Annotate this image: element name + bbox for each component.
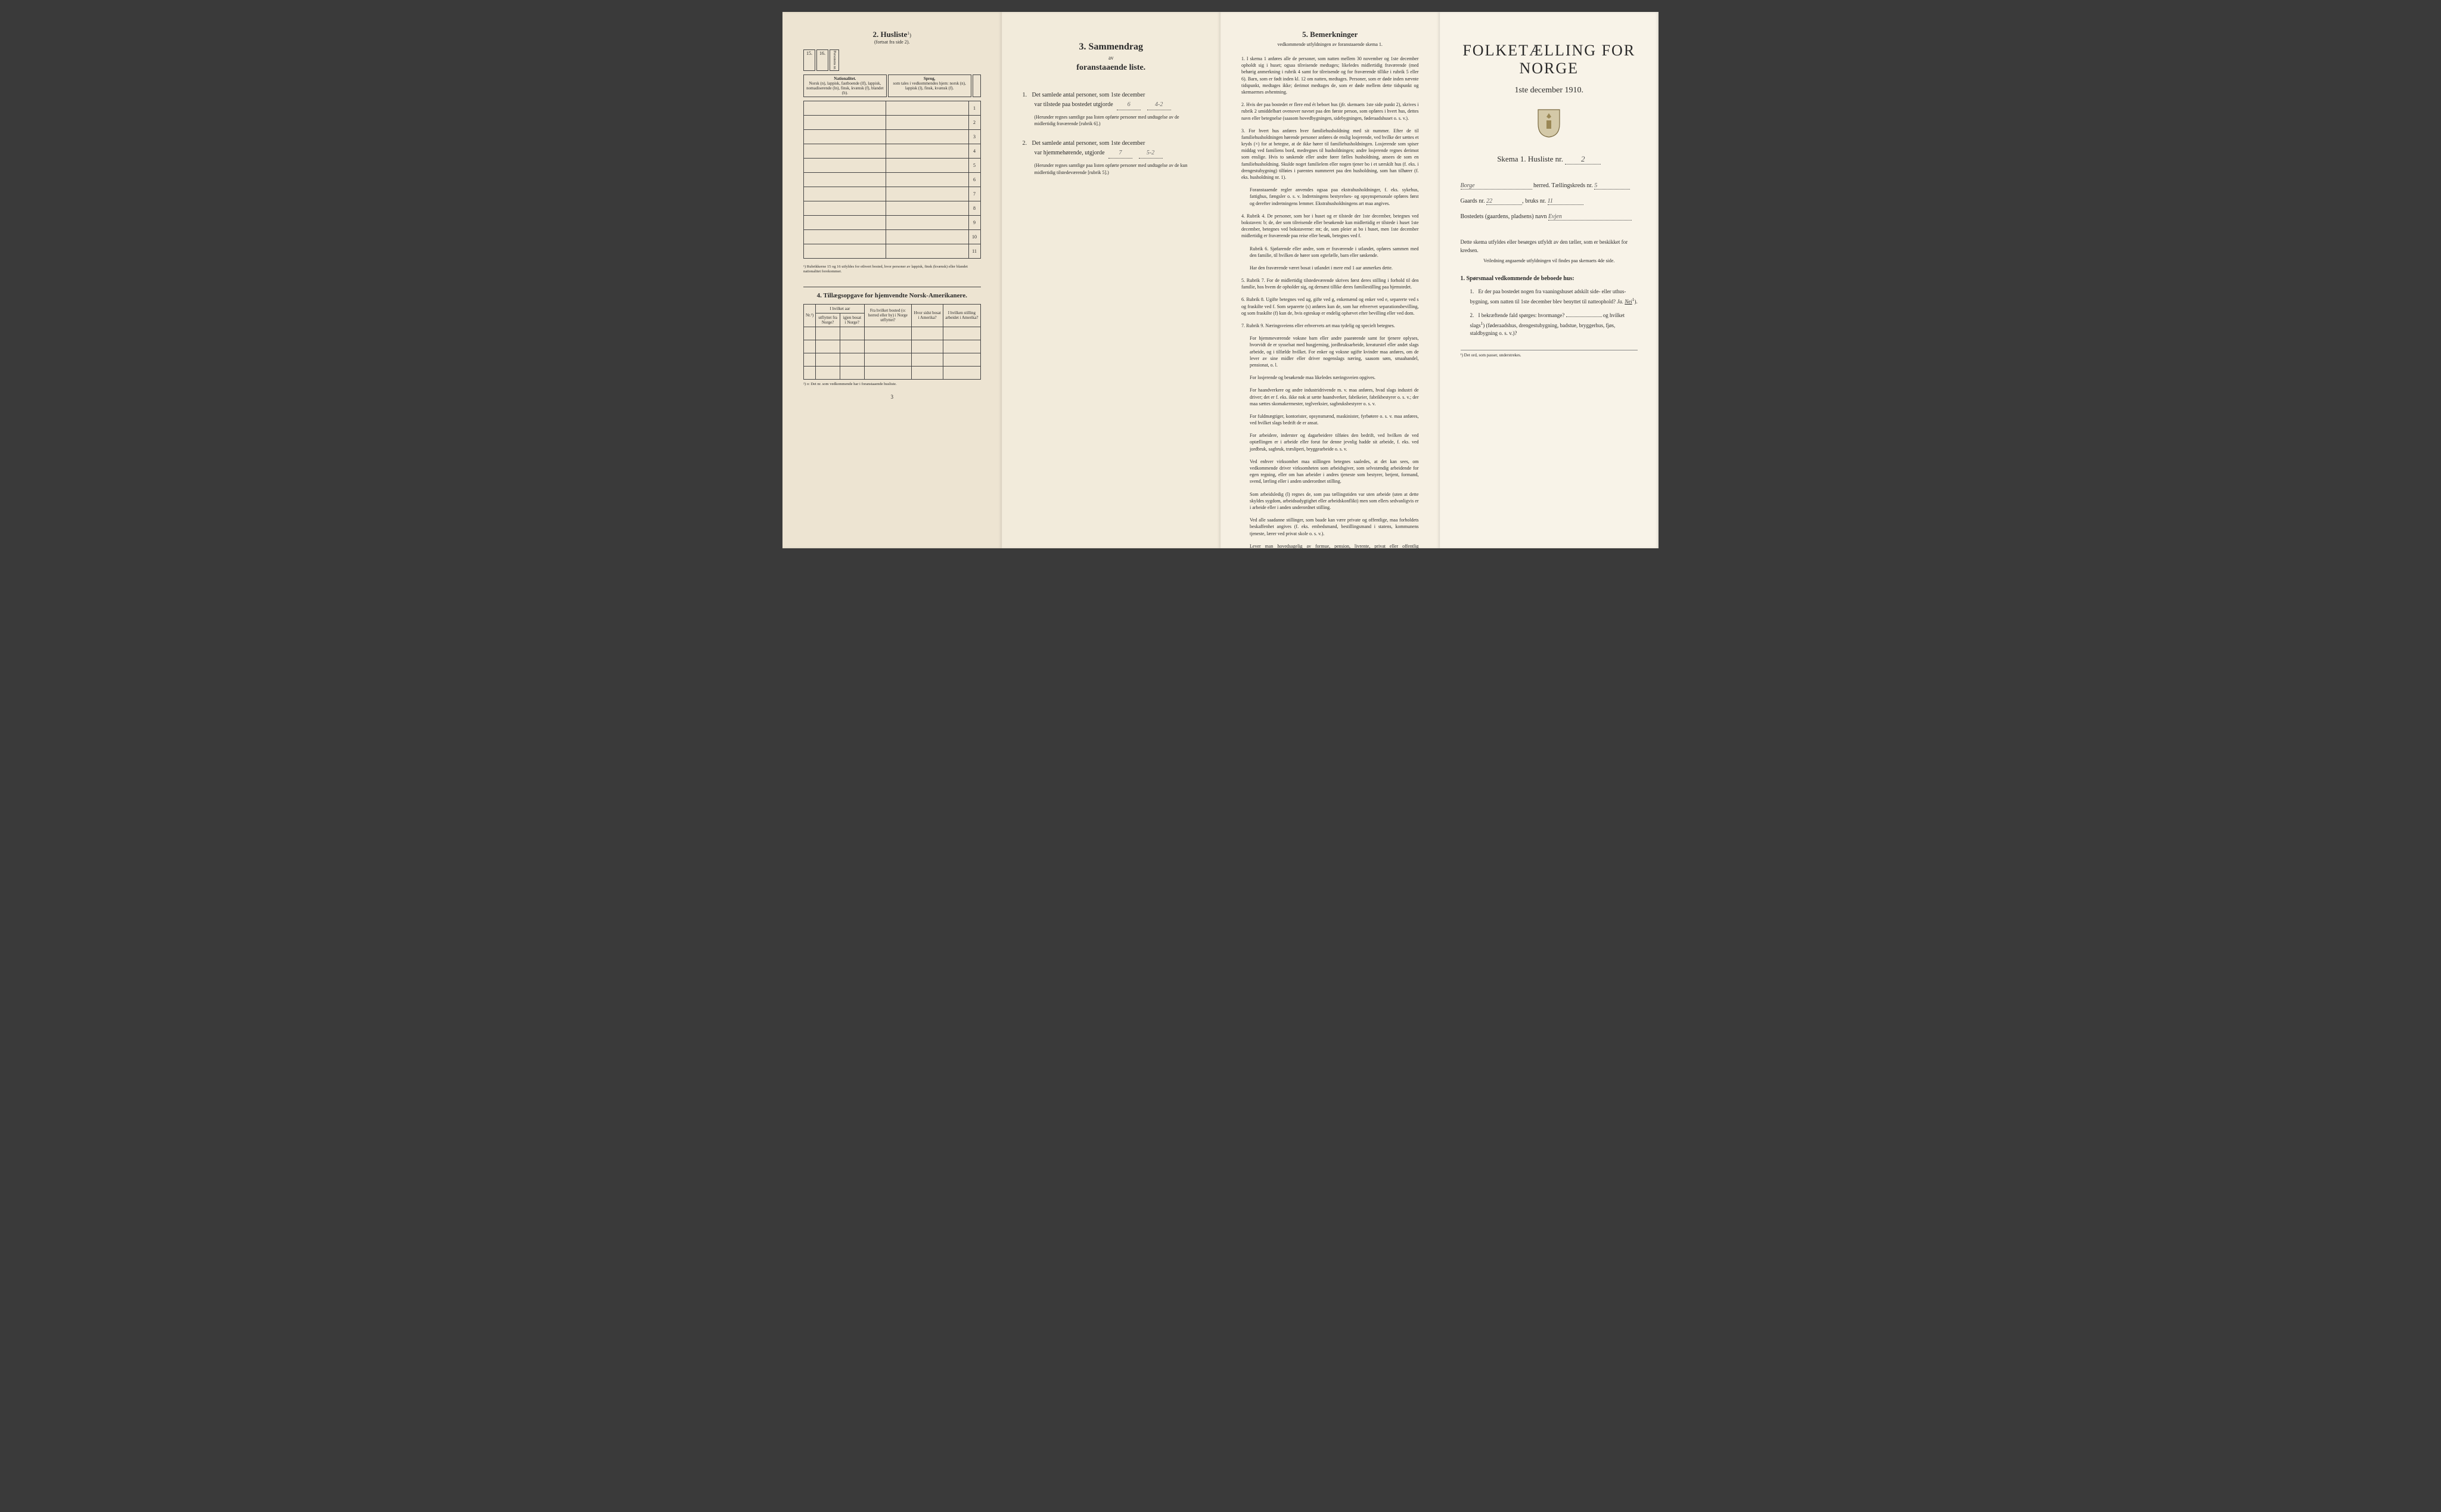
section2-title: 2. Husliste <box>872 30 907 39</box>
bemerkninger-item: Rubrik 6. Sjøfarende eller andre, som er… <box>1250 246 1419 259</box>
question-2: 2.I bekræftende fald spørges: hvormange?… <box>1470 312 1638 338</box>
footnote-1: ¹) Rubrikkerne 15 og 16 utfyldes for eth… <box>803 265 981 275</box>
footnote: ¹) Det ord, som passer, understrekes. <box>1461 350 1638 358</box>
bemerkninger-item: Har den fraværende været bosat i utlande… <box>1250 265 1419 271</box>
bemerkninger-item: 3. For hvert hus anføres hver familiehus… <box>1241 128 1419 181</box>
bemerkninger-item: Som arbeidsledig (l) regnes de, som paa … <box>1250 491 1419 511</box>
document-spread: 2. Husliste1) (fortsat fra side 2). 15. … <box>782 12 1659 548</box>
page-3: 5. Bemerkninger vedkommende utfyldningen… <box>1220 12 1440 548</box>
section2-cont: (fortsat fra side 2). <box>803 39 981 45</box>
gaards-nr: 22 <box>1486 198 1522 205</box>
question-heading: 1. Spørsmaal vedkommende de beboede hus: <box>1461 275 1638 282</box>
bemerkninger-item: For losjerende og besøkende maa likelede… <box>1250 374 1419 381</box>
coat-of-arms-icon <box>1461 107 1638 144</box>
sammendrag-title: 3. Sammendrag <box>1023 42 1200 52</box>
bemerkninger-item: For haandverkere og andre industridriven… <box>1250 387 1419 407</box>
bruks-nr: 11 <box>1548 198 1583 205</box>
instructions: Dette skema utfyldes eller besørges utfy… <box>1461 238 1638 254</box>
main-title: FOLKETÆLLING FOR NORGE <box>1461 42 1638 77</box>
husliste-table: 1 2 3 4 5 6 7 8 9 10 11 <box>803 101 981 259</box>
herred-value: Borge <box>1461 182 1532 190</box>
bemerkninger-item: 5. Rubrik 7. For de midlertidig tilstede… <box>1241 277 1419 290</box>
bemerkninger-item: 2. Hvis der paa bostedet er flere end ét… <box>1241 101 1419 122</box>
page-number: 3 <box>803 394 981 400</box>
skema-line: Skema 1. Husliste nr. 2 <box>1461 154 1638 164</box>
page-2: 3. Sammendrag av foranstaaende liste. 1.… <box>1002 12 1221 548</box>
census-date: 1ste december 1910. <box>1461 86 1638 95</box>
bemerkninger-title: 5. Bemerkninger <box>1241 30 1419 39</box>
footnote-2: ²) o: Det nr. som vedkommende har i fora… <box>803 382 981 387</box>
bemerkninger-item: 7. Rubrik 9. Næringsveiens eller erhverv… <box>1241 322 1419 329</box>
tilstede-value: 6 <box>1117 100 1141 110</box>
bemerkninger-item: 4. Rubrik 4. De personer, som bor i huse… <box>1241 213 1419 240</box>
answer-nei: Nei <box>1625 299 1632 305</box>
bemerkninger-item: For fuldmægtiger, kontorister, opsynsmæn… <box>1250 413 1419 426</box>
bemerkninger-item: For arbeidere, inderster og dagarbeidere… <box>1250 432 1419 452</box>
bemerkninger-item: Ved enhver virksomhet maa stillingen bet… <box>1250 458 1419 485</box>
bemerkninger-item: Foranstaaende regler anvendes ogsaa paa … <box>1250 187 1419 207</box>
question-1: 1.Er der paa bostedet nogen fra vaanings… <box>1470 288 1638 306</box>
bosted-navn: Evjen <box>1548 213 1632 221</box>
husliste-nr: 2 <box>1565 154 1601 164</box>
bemerkninger-item: Ved alle saadanne stillinger, som baade … <box>1250 517 1419 537</box>
bemerkninger-item: For hjemmeværende voksne barn eller andr… <box>1250 335 1419 368</box>
bemerkninger-item: 1. I skema 1 anføres alle de personer, s… <box>1241 55 1419 95</box>
section4-title: 4. Tillægsopgave for hjemvendte Norsk-Am… <box>803 292 981 299</box>
kreds-value: 5 <box>1594 182 1630 190</box>
page-4-title-page: FOLKETÆLLING FOR NORGE 1ste december 191… <box>1440 12 1659 548</box>
page-1: 2. Husliste1) (fortsat fra side 2). 15. … <box>782 12 1002 548</box>
hjemmehorende-value: 7 <box>1108 148 1132 159</box>
bemerkninger-item: 6. Rubrik 8. Ugifte betegnes ved ug, gif… <box>1241 296 1419 316</box>
amerikanere-table: Nr.²) I hvilket aar Fra hvilket bosted (… <box>803 304 981 380</box>
bemerkninger-item: Lever man hovedsagelig av formue, pensio… <box>1250 543 1419 548</box>
